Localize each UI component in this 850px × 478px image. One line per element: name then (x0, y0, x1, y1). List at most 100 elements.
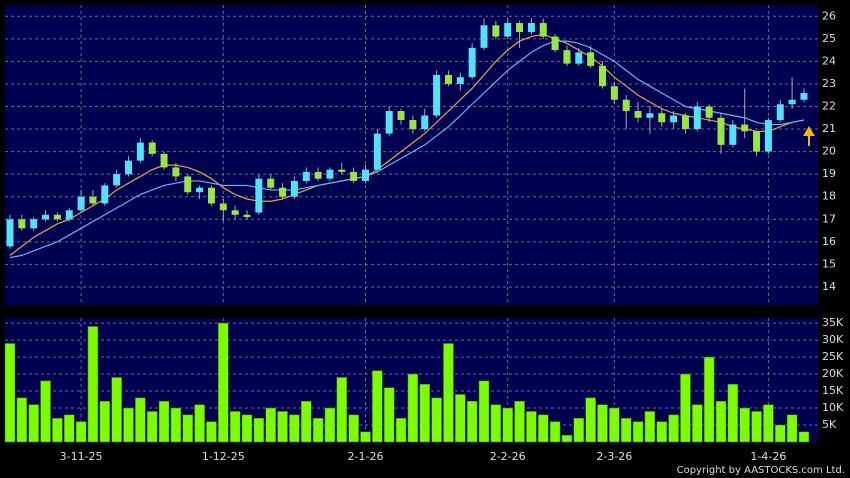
candle-body (658, 113, 666, 123)
volume-bar (538, 414, 549, 443)
candle-body (587, 52, 595, 66)
candle-body (184, 176, 192, 193)
candle-body (30, 219, 38, 229)
candle-body (575, 52, 583, 64)
volume-bar (241, 414, 253, 443)
candle-body (219, 203, 227, 211)
x-tick-label: 2-2-26 (490, 450, 526, 463)
candle-body (492, 25, 500, 37)
volume-bar (324, 407, 336, 443)
volume-bar (360, 431, 371, 443)
candle-body (729, 124, 737, 145)
candle-body (196, 187, 204, 193)
candle-body (125, 160, 132, 175)
x-tick-label: 3-11-25 (60, 450, 103, 463)
candle-body (255, 178, 263, 213)
candle-body (101, 185, 109, 204)
candle-body (670, 115, 678, 123)
candle-body (456, 77, 464, 84)
candle-body (421, 115, 429, 130)
volume-bar (336, 377, 348, 443)
candle-body (160, 153, 168, 168)
volume-bar (28, 404, 39, 443)
candle-body (764, 120, 772, 152)
candle-body (753, 131, 761, 152)
candle-body (207, 187, 215, 204)
candle-body (65, 210, 73, 220)
y-tick-label: 5K (822, 418, 837, 431)
candle-body (539, 23, 547, 37)
volume-bar (751, 411, 762, 443)
volume-bar (419, 383, 430, 443)
x-tick-label: 1-4-26 (750, 450, 786, 463)
volume-bar (692, 404, 703, 443)
volume-bar (443, 343, 454, 443)
volume-bar (609, 407, 620, 443)
y-tick-label: 21 (822, 122, 836, 135)
volume-bar (763, 404, 774, 443)
volume-bar (644, 411, 656, 443)
volume-bar (348, 414, 359, 443)
volume-bar (170, 407, 182, 443)
volume-bar (146, 411, 158, 443)
candle-body (338, 169, 346, 172)
candle-body (599, 65, 606, 87)
y-tick-label: 26 (822, 9, 836, 22)
y-tick-label: 30K (822, 333, 844, 346)
price-panel (5, 5, 818, 305)
y-tick-label: 18 (822, 190, 836, 203)
volume-bar (798, 431, 810, 443)
volume-bar (289, 414, 300, 443)
volume-bar (585, 397, 596, 443)
candle-body (409, 120, 417, 130)
volume-bar (703, 356, 715, 443)
candle-body (788, 99, 796, 105)
y-tick-label: 20 (822, 145, 836, 158)
volume-bar (75, 421, 87, 443)
candle-body (42, 214, 50, 220)
y-tick-label: 23 (822, 77, 836, 90)
volume-bar (786, 414, 798, 443)
candle-body (433, 74, 441, 116)
volume-bar (526, 411, 537, 443)
volume-bar (265, 407, 276, 443)
candle-body (385, 111, 393, 134)
candle-body (148, 142, 156, 154)
volume-bar (158, 400, 170, 443)
y-tick-label: 17 (822, 212, 836, 225)
volume-bar (668, 414, 679, 443)
volume-bar (715, 400, 727, 443)
volume-bar (4, 343, 16, 443)
volume-bar (573, 417, 585, 443)
volume-bar (514, 400, 525, 443)
candle-body (302, 171, 310, 181)
arrow-icon (803, 126, 815, 146)
volume-bar (478, 380, 490, 443)
candle-body (516, 23, 524, 33)
volume-bar (229, 411, 241, 443)
candle-body (243, 214, 251, 218)
candle-body (480, 25, 488, 48)
candle-body (741, 124, 749, 132)
candle-body (776, 104, 784, 121)
candle-body (551, 36, 559, 51)
candle-body (800, 92, 808, 100)
volume-bar (561, 434, 573, 443)
candle-body (373, 133, 381, 170)
candle-body (89, 196, 97, 204)
candle-body (693, 106, 701, 130)
candle-body (717, 117, 725, 145)
volume-bar (549, 421, 561, 443)
volume-bar (632, 421, 644, 443)
volume-bar (206, 421, 217, 443)
volume-bar (680, 373, 691, 443)
volume-bar (40, 380, 51, 443)
volume-bar (253, 417, 265, 443)
volume-bar (111, 377, 122, 443)
volume-bar (502, 407, 513, 443)
volume-bar (64, 414, 75, 443)
candle-body (53, 214, 61, 220)
candle-body (136, 142, 144, 161)
volume-bar (218, 322, 229, 443)
y-tick-label: 25K (822, 350, 844, 363)
